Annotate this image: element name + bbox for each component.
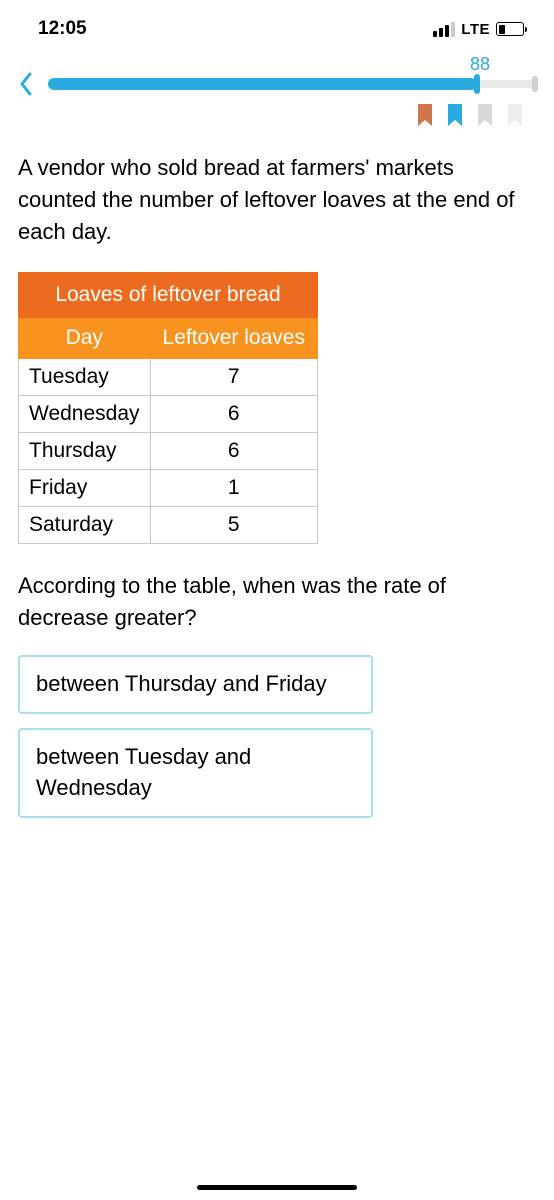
table-row: Friday1 (19, 469, 318, 506)
progress-row: 88 (0, 50, 554, 98)
table-row: Saturday5 (19, 506, 318, 543)
battery-icon (496, 22, 524, 36)
table-row: Tuesday7 (19, 358, 318, 395)
answer-option[interactable]: between Thursday and Friday (18, 655, 373, 714)
bookmark-icon[interactable] (446, 104, 464, 128)
status-right: LTE (433, 21, 524, 38)
data-table: Loaves of leftover bread Day Leftover lo… (18, 272, 318, 544)
table-cell-value: 6 (150, 395, 317, 432)
back-icon[interactable] (18, 70, 34, 98)
home-indicator[interactable] (197, 1185, 357, 1190)
content-area: A vendor who sold bread at farmers' mark… (0, 128, 554, 818)
bookmark-icon[interactable] (416, 104, 434, 128)
bookmark-icon[interactable] (476, 104, 494, 128)
progress-bar[interactable]: 88 (48, 78, 536, 90)
table-header-value: Leftover loaves (150, 317, 317, 358)
bookmark-row (0, 98, 554, 128)
table-cell-value: 1 (150, 469, 317, 506)
answer-option[interactable]: between Tuesday and Wednesday (18, 728, 373, 818)
progress-value: 88 (470, 54, 490, 75)
bookmark-icon[interactable] (506, 104, 524, 128)
table-cell-value: 6 (150, 432, 317, 469)
table-row: Wednesday6 (19, 395, 318, 432)
problem-text: A vendor who sold bread at farmers' mark… (18, 152, 536, 248)
table-row: Thursday6 (19, 432, 318, 469)
table-cell-value: 5 (150, 506, 317, 543)
status-bar: 12:05 LTE (0, 0, 554, 50)
table-cell-day: Thursday (19, 432, 151, 469)
question-text: According to the table, when was the rat… (18, 570, 536, 634)
table-cell-day: Friday (19, 469, 151, 506)
table-cell-day: Saturday (19, 506, 151, 543)
table-cell-value: 7 (150, 358, 317, 395)
table-header-day: Day (19, 317, 151, 358)
table-cell-day: Tuesday (19, 358, 151, 395)
table-cell-day: Wednesday (19, 395, 151, 432)
status-time: 12:05 (38, 18, 87, 40)
answer-options: between Thursday and Friday between Tues… (18, 655, 536, 817)
network-label: LTE (461, 21, 490, 38)
signal-icon (433, 22, 455, 37)
table-title: Loaves of leftover bread (19, 272, 318, 317)
